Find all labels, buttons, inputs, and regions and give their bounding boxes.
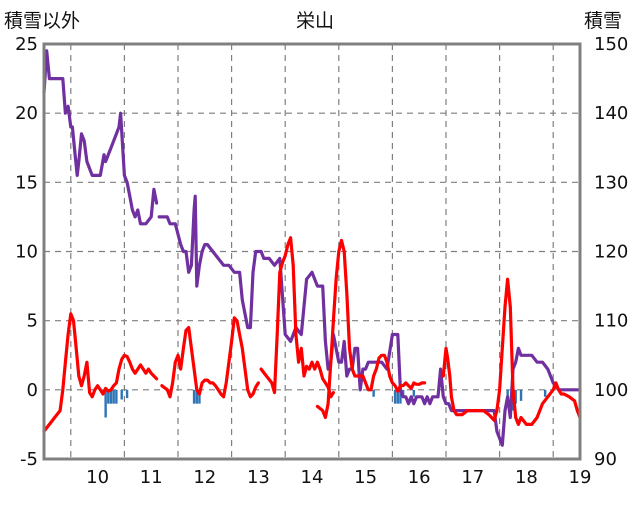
- right-tick-label: 150: [594, 34, 628, 55]
- x-tick-label: 13: [247, 467, 270, 488]
- non-snow-line: [441, 277, 582, 426]
- right-tick-label: 90: [594, 449, 617, 470]
- precip-bar: [412, 389, 416, 397]
- x-tick-label: 18: [515, 467, 538, 488]
- plot-frame: [42, 42, 582, 461]
- precip-bar: [104, 389, 107, 418]
- left-tick-label: 0: [27, 380, 38, 401]
- precip-bar: [514, 389, 517, 404]
- left-tick-label: -5: [20, 449, 38, 470]
- precip-bar: [543, 389, 547, 397]
- right-tick-label: 140: [594, 103, 628, 124]
- x-tick-label: 12: [193, 467, 216, 488]
- non-snow-line: [315, 238, 427, 420]
- snow-depth-line: [157, 194, 582, 447]
- precip-bar: [107, 389, 110, 404]
- precip-bar: [120, 389, 123, 400]
- snow-depth-line: [42, 49, 159, 226]
- precip-bar: [393, 389, 397, 404]
- non-snow-line: [42, 312, 159, 433]
- right-tick-label: 110: [594, 311, 628, 332]
- x-tick-label: 15: [354, 467, 377, 488]
- left-tick-label: 25: [15, 34, 38, 55]
- x-tick-label: 10: [86, 467, 109, 488]
- precip-bar: [198, 389, 201, 404]
- precip-bar: [396, 389, 399, 404]
- x-tick-label: 16: [408, 467, 431, 488]
- right-tick-label: 100: [594, 380, 628, 401]
- right-tick-label: 130: [594, 172, 628, 193]
- left-tick-label: 20: [15, 103, 38, 124]
- left-tick-label: 10: [15, 242, 38, 263]
- x-tick-label: 11: [140, 467, 163, 488]
- precip-bar: [195, 389, 198, 404]
- left-tick-label: 5: [27, 311, 38, 332]
- precip-bar: [192, 389, 196, 404]
- precip-bar: [109, 389, 113, 404]
- x-tick-label: 14: [301, 467, 324, 488]
- right-axis-label: 積雪: [584, 10, 623, 32]
- precip-bar: [112, 389, 115, 404]
- precip-bar: [399, 389, 402, 404]
- precip-bar: [372, 389, 375, 397]
- left-tick-label: 15: [15, 172, 38, 193]
- right-tick-label: 120: [594, 242, 628, 263]
- precip-bar: [519, 389, 523, 401]
- non-snow-line: [160, 316, 260, 399]
- left-axis-label: 積雪以外: [4, 10, 81, 32]
- x-tick-label: 19: [569, 467, 592, 488]
- precip-bar: [125, 389, 129, 399]
- chart-title: 栄山: [296, 10, 335, 32]
- x-tick-label: 17: [461, 467, 484, 488]
- precip-bar: [115, 389, 118, 404]
- non-snow-line: [259, 236, 335, 399]
